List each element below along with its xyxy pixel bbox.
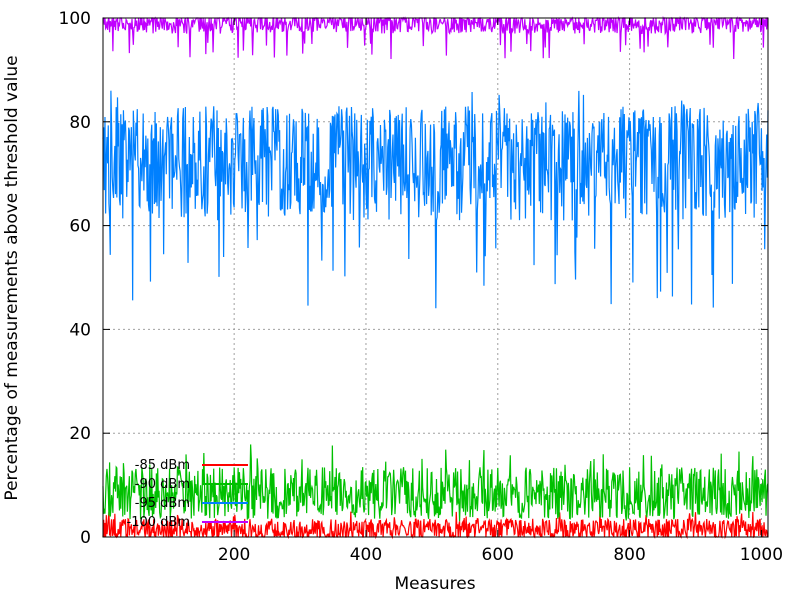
legend: -85 dBm -90 dBm -95 dBm -100 dBm [127, 458, 248, 530]
x-ticks: 200 400 600 800 1000 [218, 18, 783, 565]
series-line-1 [102, 511, 769, 540]
legend-label: -85 dBm [135, 458, 190, 473]
x-tick-label: 200 [218, 545, 250, 565]
axes-frame [102, 17, 769, 538]
y-tick-label: 20 [69, 424, 91, 444]
series-line-4 [103, 15, 768, 59]
plot-frame [102, 17, 769, 538]
y-tick-label: 80 [69, 113, 91, 133]
y-tick-label: 60 [69, 217, 91, 237]
legend-label: -100 dBm [127, 515, 190, 530]
legend-label: -95 dBm [135, 496, 190, 511]
series-line-3 [102, 90, 769, 309]
y-tick-label: 100 [59, 9, 91, 29]
y-ticks: 0 20 40 60 80 100 [59, 9, 768, 548]
x-tick-label: 400 [350, 545, 382, 565]
y-tick-label: 0 [80, 528, 91, 548]
x-tick-label: 600 [482, 545, 514, 565]
series-line-2 [102, 444, 769, 522]
x-tick-label: 1000 [740, 545, 783, 565]
x-tick-label: 800 [613, 545, 645, 565]
y-axis-title: Percentage of measurements above thresho… [2, 55, 22, 500]
y-tick-label: 40 [69, 320, 91, 340]
legend-label: -90 dBm [135, 477, 190, 492]
x-axis-title: Measures [394, 574, 475, 594]
plot-series [102, 15, 769, 540]
